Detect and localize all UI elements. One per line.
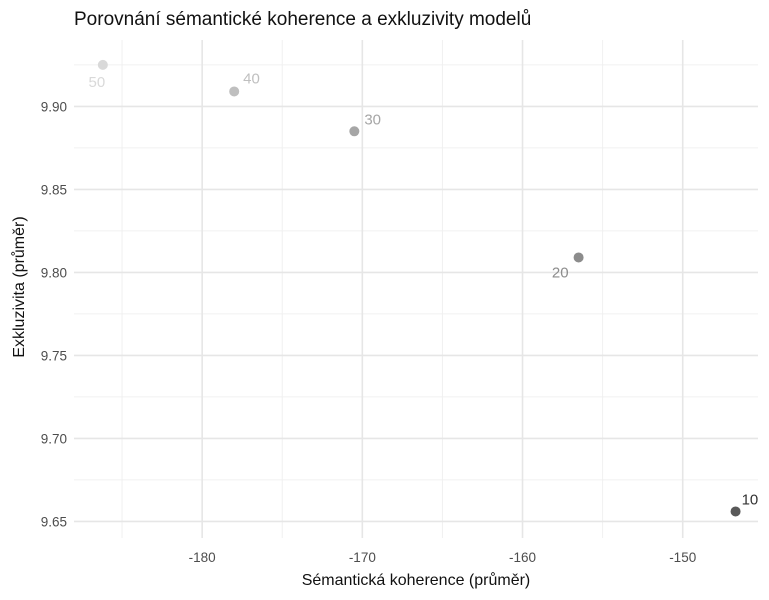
point-label-10: 10 xyxy=(742,491,759,508)
y-tick-label: 9.75 xyxy=(41,348,67,363)
point-label-20: 20 xyxy=(552,264,569,281)
y-tick-label: 9.65 xyxy=(41,514,67,529)
data-point-20 xyxy=(573,252,584,263)
x-tick-label: -150 xyxy=(669,550,696,565)
point-label-30: 30 xyxy=(364,111,381,128)
y-tick-label: 9.70 xyxy=(41,431,67,446)
data-point-40 xyxy=(229,86,240,97)
point-labels: 10 20 30 40 50 xyxy=(88,70,758,508)
data-points xyxy=(97,59,741,517)
data-point-10 xyxy=(730,506,741,517)
x-tick-label: -180 xyxy=(189,550,216,565)
point-label-50: 50 xyxy=(88,74,105,91)
data-point-30 xyxy=(349,126,360,137)
x-tick-label: -160 xyxy=(509,550,536,565)
data-point-50 xyxy=(97,59,108,70)
point-label-40: 40 xyxy=(243,70,260,87)
minor-grid xyxy=(74,40,758,538)
y-tick-label: 9.85 xyxy=(41,182,67,197)
tick-labels: -180 -170 -160 -150 9.65 9.70 9.75 9.80 9.85 9.90 xyxy=(41,99,697,565)
major-grid xyxy=(74,40,758,538)
y-tick-label: 9.80 xyxy=(41,265,67,280)
y-tick-label: 9.90 xyxy=(41,99,67,114)
chart-title: Porovnání sémantické koherence a exkluzi… xyxy=(74,9,531,30)
x-axis-title: Sémantická koherence (průměr) xyxy=(302,571,531,589)
y-axis-title: Exkluzivita (průměr) xyxy=(10,216,28,357)
x-tick-label: -170 xyxy=(349,550,376,565)
